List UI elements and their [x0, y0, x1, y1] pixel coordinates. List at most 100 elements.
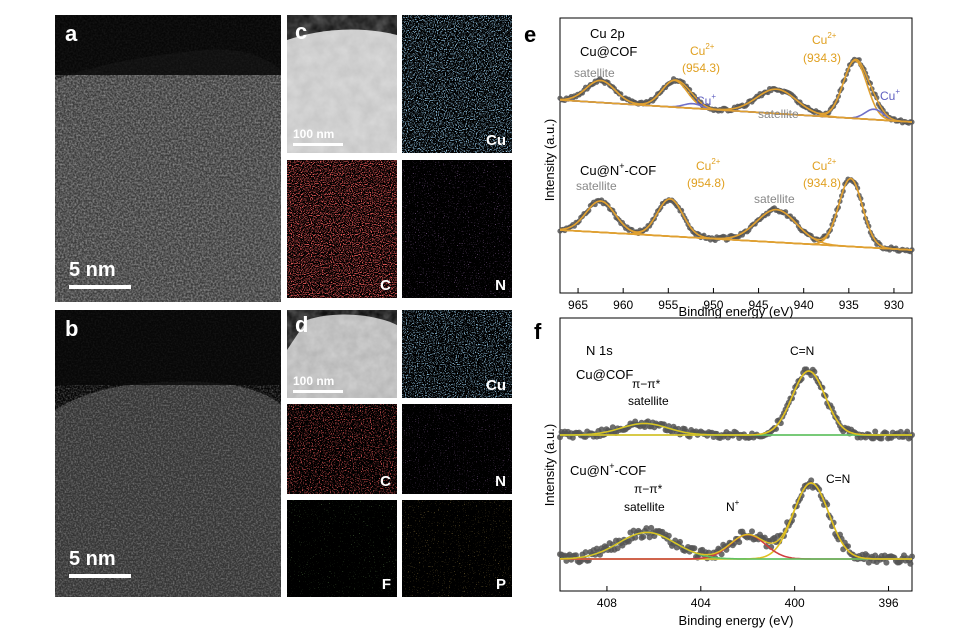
eds-label-d-f: F — [381, 576, 391, 593]
plot-frame-f — [559, 317, 913, 592]
panel-label-b: b — [65, 316, 79, 341]
x-tick-label: 396 — [879, 596, 899, 610]
f-pipi-1: π−π* — [632, 377, 661, 391]
e-cu2-9343: Cu2+ — [812, 31, 837, 47]
e-sat-4: satellite — [754, 192, 795, 206]
haadf-image-d: d 100 nm — [287, 310, 397, 398]
e-sat-2: satellite — [758, 107, 799, 121]
e-sat-1: satellite — [574, 66, 615, 80]
curves-f — [557, 366, 915, 567]
e-cu1-b: Cu+ — [880, 87, 900, 103]
x-tick-label: 960 — [613, 298, 633, 312]
eds-map-c-cu: Cu — [402, 15, 512, 153]
e-series1-label: Cu@COF — [580, 44, 637, 59]
eds-label-d-c: C — [380, 473, 391, 490]
data-point — [680, 425, 687, 432]
x-tick-label: 950 — [703, 298, 723, 312]
eds-label-c-c: C — [380, 277, 391, 294]
envelope-fit — [559, 58, 913, 123]
data-point — [909, 553, 915, 560]
e-cu1-a: Cu+ — [696, 92, 716, 108]
x-ticks-e: 965 960 955 950 945 940 935 930 — [568, 288, 904, 312]
data-point — [557, 551, 563, 558]
y-axis-label-f: Intensity (a.u.) — [542, 424, 557, 506]
x-tick-label: 955 — [658, 298, 678, 312]
panel-label-f: f — [534, 319, 542, 344]
panel-label-c: c — [295, 19, 308, 44]
envelope-fit — [559, 177, 913, 251]
data-point — [688, 427, 695, 434]
x-tick-label: 945 — [749, 298, 769, 312]
e-val-9343: (934.3) — [803, 51, 841, 65]
e-val-9348: (934.8) — [803, 176, 841, 190]
eds-map-d-c: C — [287, 404, 397, 494]
data-point — [749, 528, 755, 535]
stem-image-b: b 5 nm — [55, 310, 281, 597]
e-title: Cu 2p — [590, 26, 625, 41]
panel-label-a: a — [65, 21, 78, 46]
envelope-fit — [560, 370, 912, 436]
x-ticks-f: 408 404 400 396 — [597, 586, 899, 610]
scalebar-label-a: 5 nm — [69, 259, 116, 281]
e-series2-label: Cu@N+-COF — [580, 161, 656, 178]
data-point — [889, 429, 896, 436]
scalebar-c — [293, 143, 343, 146]
eds-label-c-cu: Cu — [486, 132, 506, 149]
data-point — [763, 543, 770, 550]
x-tick-label: 940 — [794, 298, 814, 312]
f-pipi-2: π−π* — [634, 482, 663, 496]
f-title: N 1s — [586, 343, 613, 358]
data-point — [609, 424, 616, 431]
eds-map-c-c: C — [287, 160, 397, 298]
x-tick-label: 965 — [568, 298, 588, 312]
data-point — [558, 428, 565, 435]
e-val-9543: (954.3) — [682, 61, 720, 75]
e-cu2-9348: Cu2+ — [812, 157, 837, 173]
x-tick-label: 930 — [884, 298, 904, 312]
e-cu2-9548: Cu2+ — [696, 157, 721, 173]
scalebar-label-d: 100 nm — [293, 374, 335, 388]
f-sat-1: satellite — [628, 394, 669, 408]
x-tick-label: 408 — [597, 596, 617, 610]
eds-map-d-cu: Cu — [402, 310, 512, 398]
e-sat-3: satellite — [576, 179, 617, 193]
eds-map-c-n: N — [402, 160, 512, 298]
eds-map-d-f: F — [287, 500, 397, 597]
xps-chart-e: e Intensity (a.u.) 965 960 955 950 945 940 935… — [524, 17, 915, 319]
data-point — [800, 369, 807, 376]
data-point — [737, 528, 744, 535]
stem-image-a: a 5 nm — [55, 15, 281, 302]
data-point — [606, 540, 613, 547]
y-axis-label-e: Intensity (a.u.) — [542, 119, 557, 201]
f-cn-2: C=N — [826, 472, 850, 486]
x-tick-label: 935 — [839, 298, 859, 312]
envelope-fit — [559, 482, 912, 560]
f-sat-2: satellite — [624, 500, 665, 514]
f-nplus: N+ — [726, 498, 740, 514]
x-axis-label-e: Binding energy (eV) — [679, 304, 794, 319]
haadf-image-c: c 100 nm — [287, 15, 397, 153]
component-fit — [559, 208, 913, 251]
panel-label-d: d — [295, 312, 309, 337]
x-axis-label-f: Binding energy (eV) — [679, 613, 794, 628]
e-val-9548: (954.8) — [687, 176, 725, 190]
data-point — [809, 484, 816, 491]
stem-image-b-texture — [55, 310, 281, 597]
f-series1-label: Cu@COF — [576, 367, 633, 382]
f-cn-1: C=N — [790, 344, 814, 358]
eds-label-c-n: N — [495, 277, 506, 294]
eds-label-d-cu: Cu — [486, 377, 506, 394]
data-point — [872, 428, 879, 435]
stem-image-a-texture — [55, 15, 281, 302]
scalebar-d — [293, 390, 343, 393]
eds-label-d-p: P — [495, 576, 506, 593]
x-tick-label: 400 — [785, 596, 805, 610]
eds-map-d-n: N — [402, 404, 512, 494]
data-point — [603, 426, 610, 433]
plot-frame-e — [559, 17, 913, 294]
curves-e — [557, 56, 915, 255]
component-fit — [559, 198, 913, 251]
panel-label-e: e — [524, 22, 536, 47]
data-point — [720, 541, 727, 548]
data-point — [885, 435, 891, 442]
